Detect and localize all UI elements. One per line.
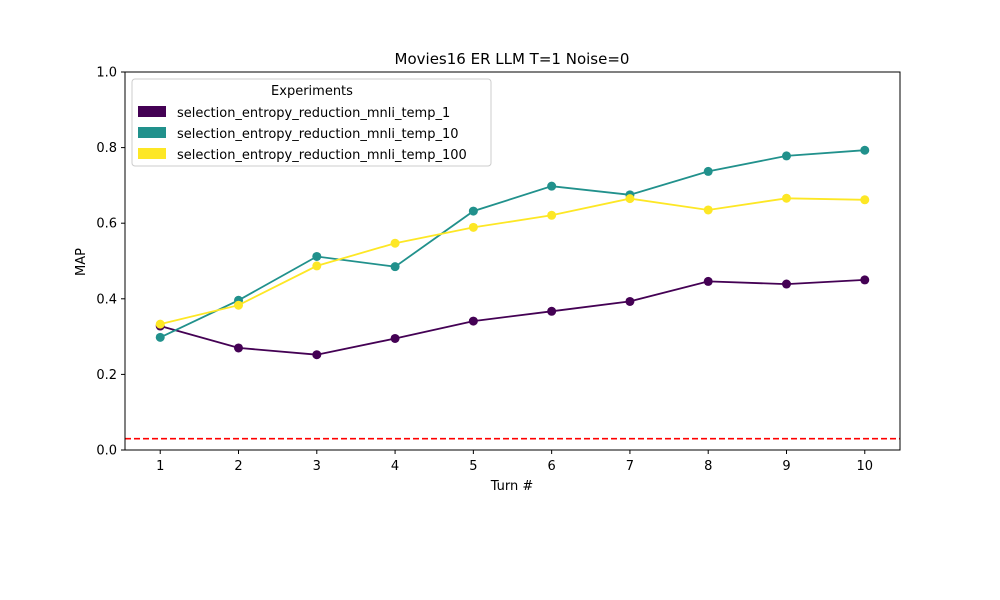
data-point-s1-4 [390, 333, 400, 343]
data-point-s3-5 [468, 222, 478, 232]
x-tick-label: 7 [626, 459, 634, 474]
data-point-s3-9 [781, 193, 791, 203]
data-point-s2-5 [468, 206, 478, 216]
data-point-s2-9 [781, 151, 791, 161]
data-point-s3-4 [390, 238, 400, 248]
x-axis-label: Turn # [490, 479, 534, 494]
data-point-s3-7 [625, 194, 635, 204]
data-point-s2-4 [390, 262, 400, 272]
data-point-s3-10 [860, 195, 870, 205]
series-line-2 [159, 149, 865, 339]
y-tick-label: 1.0 [96, 66, 117, 81]
plot-frame [124, 71, 901, 451]
data-point-s3-8 [703, 205, 713, 215]
legend-label-1: selection_entropy_reduction_mnli_temp_1 [177, 106, 450, 121]
legend-swatch-2 [138, 127, 166, 138]
data-point-s1-3 [312, 350, 322, 360]
data-point-s1-10 [860, 275, 870, 285]
x-tick-label: 1 [156, 459, 164, 474]
data-point-s2-1 [155, 332, 165, 342]
data-point-s3-1 [155, 319, 165, 329]
chart-marks [125, 145, 900, 440]
data-point-s1-2 [234, 343, 244, 353]
x-tick-label: 8 [704, 459, 712, 474]
y-tick-label: 0.0 [96, 444, 117, 459]
data-point-s2-6 [547, 181, 557, 191]
legend-box [131, 78, 492, 167]
x-tick-label: 9 [782, 459, 790, 474]
y-axis-label: MAP [74, 248, 89, 276]
data-point-s2-8 [703, 166, 713, 176]
axis-ticks: 1 2 3 4 5 6 7 8 9 10 0.0 0.2 0.4 0.6 0.8 1.0 [96, 66, 873, 475]
x-tick-label: 6 [548, 459, 556, 474]
chart-title: Movies16 ER LLM T=1 Noise=0 [395, 50, 630, 68]
series-line-3 [159, 197, 865, 325]
series-line-1 [159, 279, 865, 356]
data-point-s1-9 [781, 279, 791, 289]
data-point-s1-6 [547, 306, 557, 316]
legend-label-3: selection_entropy_reduction_mnli_temp_10… [177, 148, 467, 163]
x-tick-label: 10 [856, 459, 873, 474]
data-point-s2-10 [860, 145, 870, 155]
legend-label-2: selection_entropy_reduction_mnli_temp_10 [177, 127, 459, 142]
data-point-s3-2 [234, 300, 244, 310]
x-tick-label: 4 [391, 459, 399, 474]
data-point-s1-5 [468, 316, 478, 326]
data-point-s2-3 [312, 251, 322, 261]
x-tick-label: 5 [469, 459, 477, 474]
y-tick-label: 0.6 [96, 217, 117, 232]
x-tick-label: 2 [234, 459, 242, 474]
legend-swatch-1 [138, 106, 166, 117]
data-point-s1-7 [625, 296, 635, 306]
legend: Experiments selection_entropy_reduction_… [131, 78, 492, 167]
x-tick-label: 3 [313, 459, 321, 474]
legend-swatch-3 [138, 148, 166, 159]
data-point-s3-6 [547, 210, 557, 220]
legend-title: Experiments [271, 84, 353, 99]
data-point-s3-3 [312, 261, 322, 271]
data-point-s1-8 [703, 276, 713, 286]
y-tick-label: 0.4 [96, 292, 117, 307]
y-tick-label: 0.8 [96, 141, 117, 156]
y-tick-label: 0.2 [96, 368, 117, 383]
